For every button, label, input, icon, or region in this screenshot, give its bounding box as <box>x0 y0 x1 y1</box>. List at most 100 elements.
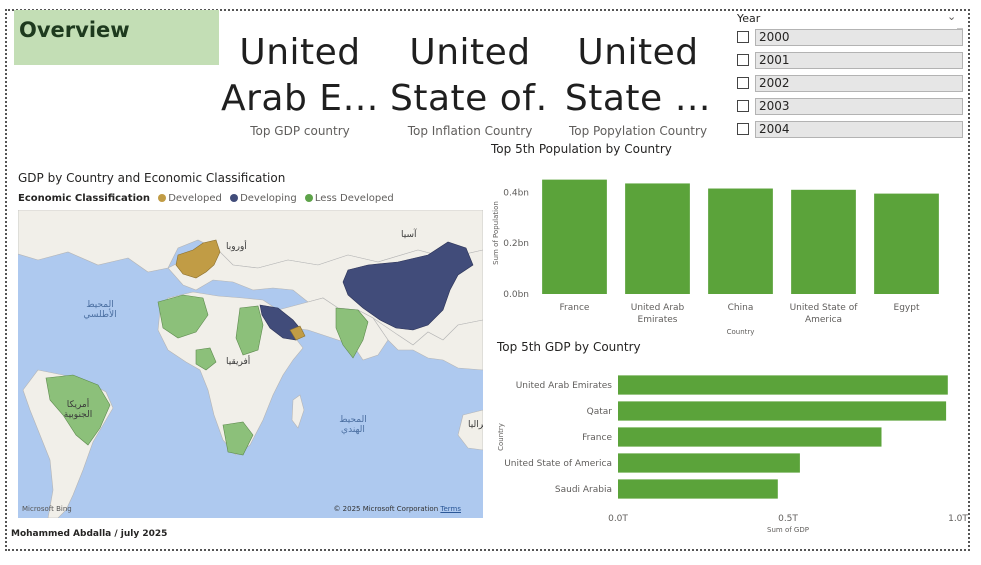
x-tick-label: Egypt <box>894 303 920 313</box>
x-tick-label: 0.0T <box>608 514 628 524</box>
gdp-bar-chart[interactable]: United Arab Emirates Qatar France United St… <box>488 358 968 538</box>
kpi-value-line1: United <box>577 32 699 73</box>
map-label-europe: أوروبا <box>226 242 247 252</box>
x-axis-title: Country <box>727 328 755 336</box>
x-tick-label: Emirates <box>638 315 678 325</box>
bing-attribution: Microsoft Bing <box>22 505 72 513</box>
y-tick-label: Qatar <box>587 407 613 417</box>
kpi-label: Top Popylation Country <box>568 124 708 138</box>
region-less-developed <box>45 374 111 446</box>
x-axis-title: Sum of GDP <box>767 526 809 534</box>
year-option-label: 2003 <box>755 98 963 115</box>
year-option[interactable]: 2002 <box>737 75 963 92</box>
gdp-chart-title: Top 5th GDP by Country <box>497 340 641 354</box>
year-option-label: 2002 <box>755 75 963 92</box>
region-developed <box>289 325 306 341</box>
year-option-label: 2001 <box>755 52 963 69</box>
kpi-label: Top GDP country <box>250 124 350 138</box>
author-footer: Mohammed Abdalla / july 2025 <box>11 529 168 539</box>
checkbox[interactable] <box>737 100 749 112</box>
y-tick-label: Saudi Arabia <box>555 485 612 495</box>
population-bar[interactable] <box>791 189 856 294</box>
checkbox[interactable] <box>737 123 749 135</box>
region-developed <box>175 239 221 279</box>
kpi-value-line2: Arab E… <box>220 78 380 119</box>
year-option-label: 2004 <box>755 121 963 138</box>
y-axis-title-group: Sum of Population <box>492 201 500 265</box>
map-label-africa: أفريقيا <box>226 357 251 367</box>
region-less-developed <box>235 305 264 356</box>
year-option[interactable]: 2003 <box>737 98 963 115</box>
kpi-card-top-inflation[interactable]: United State of… Top Inflation Country <box>390 30 550 138</box>
legend-dot <box>304 194 313 202</box>
x-tick-label: United Arab <box>631 303 685 313</box>
checkbox[interactable] <box>737 54 749 66</box>
x-tick-label: 1.0T <box>948 514 968 524</box>
checkbox[interactable] <box>737 31 749 43</box>
region-less-developed <box>195 347 217 371</box>
legend-title: Economic Classification <box>18 193 151 204</box>
map-label-south-america: أمريكا الجنوبية <box>63 400 93 420</box>
checkbox[interactable] <box>737 77 749 89</box>
population-bar[interactable] <box>542 179 607 294</box>
map-label-asia: آسيا <box>401 230 417 240</box>
region-less-developed <box>222 421 254 456</box>
y-tick-label: United Arab Emirates <box>516 381 613 391</box>
legend-label[interactable]: Developing <box>240 193 297 204</box>
terms-link[interactable]: Terms <box>440 505 461 513</box>
gdp-bar[interactable] <box>618 479 778 499</box>
region-less-developed <box>157 294 209 339</box>
kpi-card-top-population[interactable]: United State … Top Popylation Country <box>558 30 718 138</box>
year-option[interactable]: 2000 <box>737 29 963 46</box>
x-tick-label: France <box>560 303 590 313</box>
y-axis-title: Country <box>497 423 505 451</box>
kpi-label: Top Inflation Country <box>407 124 533 138</box>
chevron-down-icon[interactable]: ⌄ <box>947 10 957 23</box>
legend-dot <box>230 194 239 202</box>
land-australia <box>457 409 483 451</box>
land-madagascar <box>291 394 305 429</box>
population-bar[interactable] <box>874 193 939 294</box>
y-axis-title: Sum of Population <box>492 201 500 265</box>
kpi-value-line1: United <box>239 32 361 73</box>
dashboard-frame <box>5 9 970 551</box>
overview-header: Overview <box>14 10 219 65</box>
map-copyright: © 2025 Microsoft Corporation Terms <box>333 505 461 513</box>
x-tick-label: 0.5T <box>778 514 798 524</box>
year-option[interactable]: 2001 <box>737 52 963 69</box>
y-tick-label: France <box>582 433 612 443</box>
land-se-asia <box>372 317 483 371</box>
y-tick-label: United State of America <box>504 459 612 469</box>
gdp-bar[interactable] <box>618 375 948 395</box>
x-tick-label: United State of <box>790 303 859 313</box>
kpi-value-line2: State … <box>564 78 712 119</box>
map-title: GDP by Country and Economic Classificati… <box>18 171 286 185</box>
gdp-bar[interactable] <box>618 427 882 447</box>
x-tick-label: America <box>805 315 842 325</box>
y-tick-label: 0.4bn <box>503 188 529 198</box>
x-tick-label: China <box>728 303 754 313</box>
map-canvas <box>18 210 483 518</box>
map-label-atlantic: المحيط الأطلسي <box>83 300 117 320</box>
map-label-indian-ocean: المحيط الهندي <box>339 415 367 435</box>
map-legend: Economic Classification Developed Develo… <box>18 193 394 204</box>
population-chart-title: Top 5th Population by Country <box>491 142 672 156</box>
gdp-bar[interactable] <box>618 401 947 421</box>
year-option[interactable]: 2004 <box>737 121 963 138</box>
copyright-text: © 2025 Microsoft Corporation <box>333 505 439 513</box>
legend-dot <box>158 194 167 202</box>
gdp-bar[interactable] <box>618 453 800 473</box>
population-bar[interactable] <box>625 183 690 294</box>
population-bar[interactable] <box>708 188 773 294</box>
kpi-value-line1: United <box>409 32 531 73</box>
overview-title: Overview <box>19 18 130 42</box>
legend-label[interactable]: Developed <box>168 193 222 204</box>
gdp-map[interactable]: أوروبا آسيا المحيط الأطلسي أفريقيا أمريك… <box>18 210 483 518</box>
year-slicer-title: Year <box>737 12 761 25</box>
legend-label[interactable]: Less Developed <box>314 193 394 204</box>
y-tick-label: 0.0bn <box>503 290 529 300</box>
map-label-australia: ستراليا <box>468 420 483 430</box>
kpi-value-line2: State of… <box>390 78 550 119</box>
kpi-card-top-gdp[interactable]: United Arab E… Top GDP country <box>220 30 380 138</box>
